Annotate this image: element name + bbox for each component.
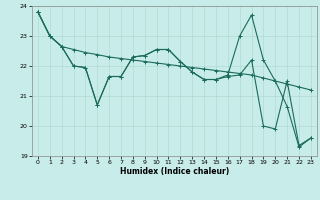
X-axis label: Humidex (Indice chaleur): Humidex (Indice chaleur)	[120, 167, 229, 176]
